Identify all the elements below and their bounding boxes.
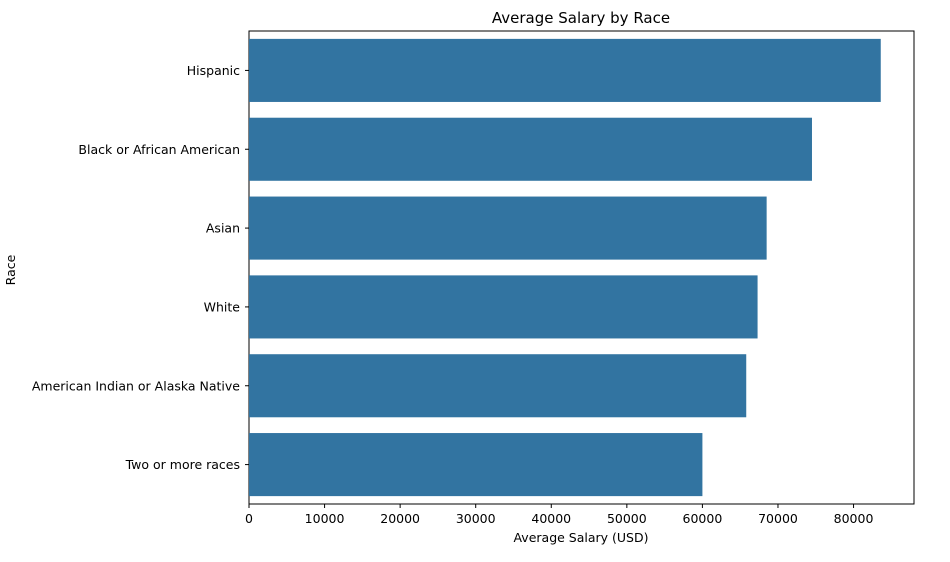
y-tick-label: White	[204, 299, 241, 314]
x-tick-label: 40000	[531, 511, 571, 526]
x-tick-label: 0	[245, 511, 253, 526]
y-tick-label: Two or more races	[125, 457, 240, 472]
bars	[249, 38, 881, 497]
plot-area	[248, 30, 915, 505]
bar-two-or-more-races	[249, 433, 703, 497]
y-tick-label: Hispanic	[187, 63, 240, 78]
bar-black-or-african-american	[249, 117, 812, 181]
x-tick-label: 70000	[758, 511, 798, 526]
plot-frame	[248, 30, 915, 505]
x-axis-label: Average Salary (USD)	[513, 530, 648, 545]
x-tick-label: 80000	[834, 511, 874, 526]
y-tick-label: Black or African American	[78, 142, 240, 157]
x-tick-label: 10000	[305, 511, 345, 526]
bar-asian	[249, 196, 767, 260]
bar-white	[249, 275, 758, 339]
y-tick-label: Asian	[206, 221, 240, 236]
y-tick-label: American Indian or Alaska Native	[32, 378, 240, 393]
x-tick-label: 60000	[683, 511, 723, 526]
bar-american-indian-or-alaska-native	[249, 354, 747, 418]
x-tick-label: 50000	[607, 511, 647, 526]
y-axis-ticks: Hispanic Black or African American Asian Wh…	[32, 63, 249, 472]
x-axis-ticks: 0 10000 20000 30000 40000 50000 60000 70000 8000…	[245, 504, 873, 526]
y-axis-label: Race	[3, 254, 18, 285]
x-tick-label: 30000	[456, 511, 496, 526]
x-tick-label: 20000	[380, 511, 420, 526]
chart-title: Average Salary by Race	[492, 9, 670, 27]
bar-hispanic	[249, 38, 881, 102]
